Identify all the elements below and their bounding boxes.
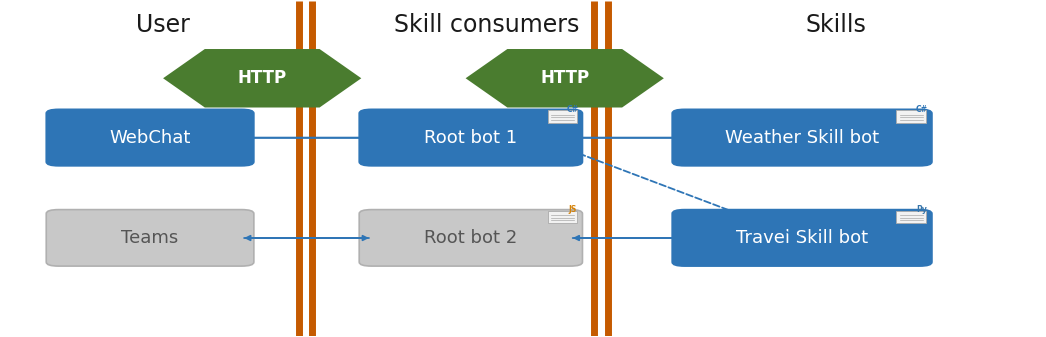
Polygon shape xyxy=(465,49,664,108)
Text: HTTP: HTTP xyxy=(237,69,287,87)
FancyBboxPatch shape xyxy=(46,109,254,166)
Text: JS: JS xyxy=(569,206,577,214)
FancyBboxPatch shape xyxy=(896,110,926,123)
Text: C#: C# xyxy=(567,105,578,114)
Polygon shape xyxy=(163,49,361,108)
Text: User: User xyxy=(136,13,190,37)
FancyBboxPatch shape xyxy=(548,110,577,123)
Text: C#: C# xyxy=(915,105,928,114)
FancyBboxPatch shape xyxy=(359,109,583,166)
Text: Weather Skill bot: Weather Skill bot xyxy=(725,129,879,147)
FancyBboxPatch shape xyxy=(548,211,577,223)
Text: Py: Py xyxy=(916,206,927,214)
FancyBboxPatch shape xyxy=(896,211,926,223)
Text: Skill consumers: Skill consumers xyxy=(393,13,579,37)
Text: Teams: Teams xyxy=(121,229,179,247)
FancyBboxPatch shape xyxy=(673,210,932,266)
Text: HTTP: HTTP xyxy=(540,69,589,87)
Text: Travel Skill bot: Travel Skill bot xyxy=(736,229,868,247)
FancyBboxPatch shape xyxy=(46,210,254,266)
Text: Root bot 2: Root bot 2 xyxy=(425,229,518,247)
Text: Skills: Skills xyxy=(805,13,866,37)
Text: Root bot 1: Root bot 1 xyxy=(425,129,518,147)
FancyBboxPatch shape xyxy=(673,109,932,166)
Text: WebChat: WebChat xyxy=(110,129,190,147)
FancyBboxPatch shape xyxy=(359,210,583,266)
